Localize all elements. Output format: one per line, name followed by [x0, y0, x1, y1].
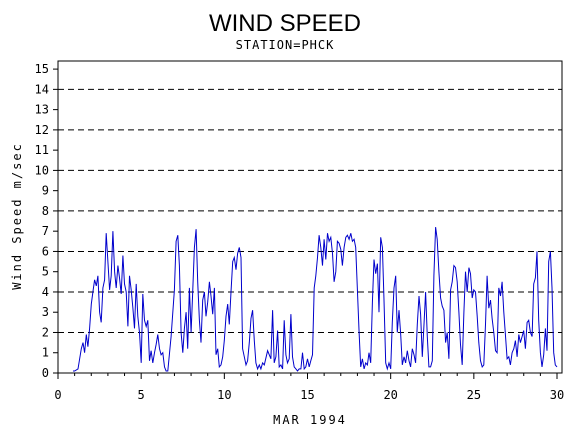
y-tick-label: 0 [42, 366, 49, 380]
y-axis-label: Wind Speed m/sec [10, 142, 24, 290]
x-axis: 0 5 10 15 20 25 30 [54, 373, 564, 402]
reference-lines [58, 88, 562, 333]
y-tick-label: 4 [42, 285, 49, 299]
y-tick-label: 6 [42, 244, 49, 258]
x-tick-label: 10 [217, 388, 231, 402]
y-tick-label: 13 [35, 103, 49, 117]
y-tick-label: 11 [35, 143, 49, 157]
x-tick-label: 15 [300, 388, 314, 402]
x-tick-label: 30 [550, 388, 564, 402]
y-tick-label: 15 [35, 62, 49, 76]
plot-frame [57, 60, 563, 374]
x-tick-label: 25 [467, 388, 481, 402]
x-axis-label: MAR 1994 [273, 413, 347, 427]
y-tick-label: 12 [35, 123, 49, 137]
y-tick-label: 2 [42, 325, 49, 339]
y-tick-label: 3 [42, 305, 49, 319]
y-tick-label: 9 [42, 184, 49, 198]
y-tick-label: 8 [42, 204, 49, 218]
y-tick-label: 1 [42, 346, 49, 360]
x-tick-label: 20 [383, 388, 397, 402]
chart-title: WIND SPEED [209, 10, 361, 37]
x-tick-label: 5 [138, 388, 145, 402]
chart-subtitle: STATION=PHCK [236, 38, 335, 52]
wind-speed-series-line [73, 227, 558, 372]
y-tick-label: 5 [42, 265, 49, 279]
x-tick-label: 0 [54, 388, 61, 402]
y-tick-label: 10 [35, 163, 49, 177]
y-tick-label: 7 [42, 224, 49, 238]
y-tick-label: 14 [35, 82, 49, 96]
